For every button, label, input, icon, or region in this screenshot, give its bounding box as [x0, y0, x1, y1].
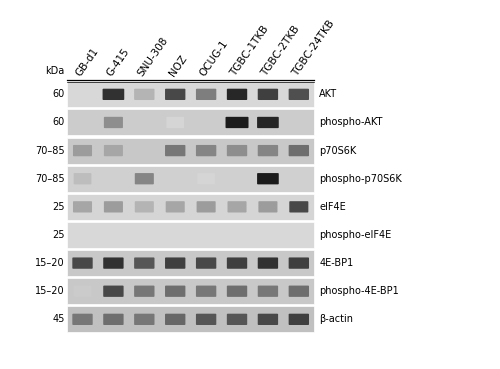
Text: TGBC-2TKB: TGBC-2TKB: [260, 24, 302, 78]
FancyBboxPatch shape: [104, 117, 123, 128]
FancyBboxPatch shape: [258, 314, 278, 325]
FancyBboxPatch shape: [227, 314, 247, 325]
FancyBboxPatch shape: [226, 117, 248, 128]
FancyBboxPatch shape: [74, 173, 92, 184]
FancyBboxPatch shape: [227, 258, 247, 269]
FancyBboxPatch shape: [166, 201, 184, 213]
FancyBboxPatch shape: [102, 89, 124, 100]
Text: 25: 25: [52, 230, 64, 240]
Text: AKT: AKT: [319, 89, 338, 99]
FancyBboxPatch shape: [196, 286, 216, 297]
Bar: [67, 138, 314, 163]
Text: GB-d1: GB-d1: [74, 46, 101, 78]
Text: SNU-308: SNU-308: [136, 35, 170, 78]
Text: G-415: G-415: [105, 46, 132, 78]
Bar: [67, 194, 314, 220]
Text: p70S6K: p70S6K: [319, 146, 356, 156]
FancyBboxPatch shape: [74, 286, 92, 297]
FancyBboxPatch shape: [288, 286, 309, 297]
Text: β-actin: β-actin: [319, 314, 353, 324]
Text: phospho-AKT: phospho-AKT: [319, 117, 382, 127]
FancyBboxPatch shape: [228, 201, 246, 213]
FancyBboxPatch shape: [288, 89, 309, 100]
FancyBboxPatch shape: [134, 286, 154, 297]
FancyBboxPatch shape: [104, 201, 123, 213]
FancyBboxPatch shape: [166, 117, 184, 128]
FancyBboxPatch shape: [196, 145, 216, 156]
FancyBboxPatch shape: [72, 314, 92, 325]
FancyBboxPatch shape: [103, 314, 124, 325]
FancyBboxPatch shape: [258, 145, 278, 156]
Text: phospho-p70S6K: phospho-p70S6K: [319, 174, 402, 184]
Text: TGBC-24TKB: TGBC-24TKB: [290, 18, 337, 78]
Text: 25: 25: [52, 202, 64, 212]
FancyBboxPatch shape: [196, 258, 216, 269]
Bar: [67, 250, 314, 276]
Bar: [67, 166, 314, 192]
FancyBboxPatch shape: [196, 201, 216, 213]
FancyBboxPatch shape: [103, 286, 124, 297]
FancyBboxPatch shape: [134, 314, 154, 325]
Text: NOZ: NOZ: [167, 53, 188, 78]
FancyBboxPatch shape: [258, 89, 278, 100]
FancyBboxPatch shape: [134, 89, 154, 100]
FancyBboxPatch shape: [227, 286, 247, 297]
Text: 4E-BP1: 4E-BP1: [319, 258, 354, 268]
Text: 60: 60: [52, 89, 64, 99]
Text: 45: 45: [52, 314, 64, 324]
FancyBboxPatch shape: [288, 258, 309, 269]
FancyBboxPatch shape: [257, 117, 279, 128]
Text: 70–85: 70–85: [35, 174, 64, 184]
Bar: [67, 278, 314, 304]
FancyBboxPatch shape: [227, 145, 247, 156]
Text: 70–85: 70–85: [35, 146, 64, 156]
FancyBboxPatch shape: [257, 173, 279, 184]
FancyBboxPatch shape: [288, 314, 309, 325]
Text: kDa: kDa: [46, 66, 64, 76]
FancyBboxPatch shape: [104, 145, 123, 156]
FancyBboxPatch shape: [288, 145, 309, 156]
FancyBboxPatch shape: [165, 286, 186, 297]
FancyBboxPatch shape: [135, 201, 154, 213]
Text: 60: 60: [52, 117, 64, 127]
Text: eIF4E: eIF4E: [319, 202, 346, 212]
FancyBboxPatch shape: [165, 258, 186, 269]
Text: OCUG-1: OCUG-1: [198, 38, 230, 78]
FancyBboxPatch shape: [135, 173, 154, 184]
FancyBboxPatch shape: [196, 89, 216, 100]
FancyBboxPatch shape: [103, 258, 124, 269]
FancyBboxPatch shape: [72, 258, 92, 269]
FancyBboxPatch shape: [134, 258, 154, 269]
Bar: [67, 222, 314, 248]
FancyBboxPatch shape: [258, 258, 278, 269]
Bar: [67, 82, 314, 107]
Text: TGBC-1TKB: TGBC-1TKB: [229, 24, 271, 78]
Text: 15–20: 15–20: [35, 258, 64, 268]
FancyBboxPatch shape: [227, 89, 247, 100]
Bar: [67, 306, 314, 332]
FancyBboxPatch shape: [165, 145, 186, 156]
FancyBboxPatch shape: [196, 314, 216, 325]
Text: phospho-4E-BP1: phospho-4E-BP1: [319, 286, 399, 296]
FancyBboxPatch shape: [258, 286, 278, 297]
FancyBboxPatch shape: [165, 314, 186, 325]
FancyBboxPatch shape: [73, 201, 92, 213]
FancyBboxPatch shape: [197, 173, 215, 184]
FancyBboxPatch shape: [258, 201, 278, 213]
FancyBboxPatch shape: [290, 201, 308, 213]
Text: 15–20: 15–20: [35, 286, 64, 296]
Text: phospho-eIF4E: phospho-eIF4E: [319, 230, 392, 240]
Bar: [67, 110, 314, 135]
FancyBboxPatch shape: [165, 89, 186, 100]
FancyBboxPatch shape: [73, 145, 92, 156]
